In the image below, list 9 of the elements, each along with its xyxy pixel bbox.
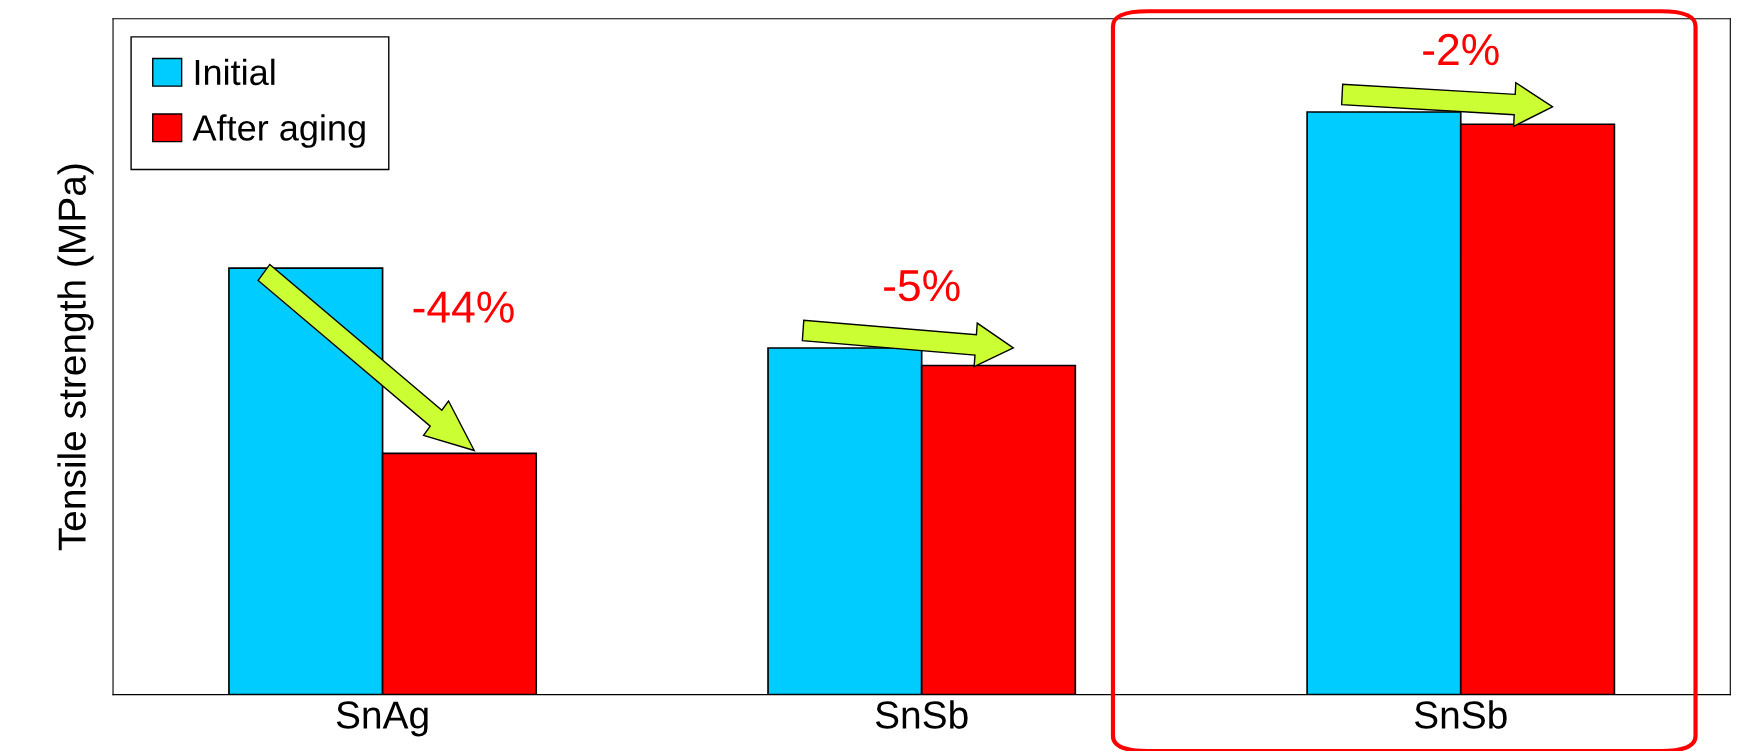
- x-tick-label: SnAg: [336, 701, 428, 737]
- y-axis-title: Tensile strength (MPa): [57, 164, 94, 551]
- legend-label: Initial: [195, 58, 275, 86]
- x-tick-label: SnSb: [875, 700, 968, 729]
- annotation: -44%: [413, 291, 514, 323]
- x-tick-label: SnSb: [1414, 700, 1507, 729]
- legend-label: After aging: [192, 114, 365, 148]
- text: -2%: [1423, 33, 1499, 66]
- annotation: -5%: [884, 270, 960, 302]
